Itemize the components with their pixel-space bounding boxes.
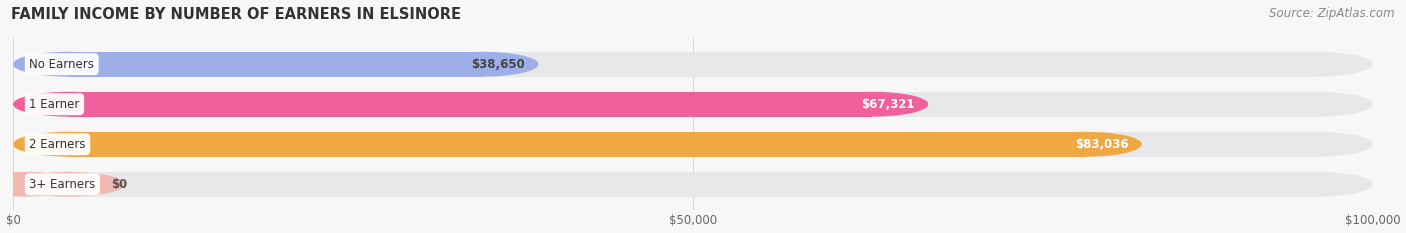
Text: Source: ZipAtlas.com: Source: ZipAtlas.com — [1270, 7, 1395, 20]
Bar — [69, 172, 1317, 197]
Ellipse shape — [13, 92, 125, 117]
Ellipse shape — [1261, 92, 1372, 117]
Ellipse shape — [0, 172, 82, 197]
Bar — [69, 52, 1317, 77]
Ellipse shape — [1261, 132, 1372, 157]
Text: FAMILY INCOME BY NUMBER OF EARNERS IN ELSINORE: FAMILY INCOME BY NUMBER OF EARNERS IN EL… — [11, 7, 461, 22]
Ellipse shape — [817, 92, 928, 117]
Text: 1 Earner: 1 Earner — [30, 98, 80, 111]
Text: 2 Earners: 2 Earners — [30, 138, 86, 151]
Ellipse shape — [1261, 172, 1372, 197]
Ellipse shape — [13, 172, 125, 197]
Text: No Earners: No Earners — [30, 58, 94, 71]
Ellipse shape — [13, 52, 125, 77]
Bar — [69, 92, 1317, 117]
Ellipse shape — [13, 172, 125, 197]
Ellipse shape — [13, 92, 125, 117]
Bar — [69, 92, 873, 117]
Ellipse shape — [1031, 132, 1142, 157]
Ellipse shape — [13, 132, 125, 157]
Text: 3+ Earners: 3+ Earners — [30, 178, 96, 191]
Bar — [69, 132, 1317, 157]
Ellipse shape — [13, 52, 125, 77]
Ellipse shape — [1261, 52, 1372, 77]
Text: $38,650: $38,650 — [471, 58, 524, 71]
Bar — [69, 52, 482, 77]
Ellipse shape — [427, 52, 538, 77]
Ellipse shape — [13, 132, 125, 157]
Text: $67,321: $67,321 — [862, 98, 915, 111]
Text: $0: $0 — [111, 178, 127, 191]
Text: $83,036: $83,036 — [1074, 138, 1129, 151]
Bar — [69, 132, 1085, 157]
